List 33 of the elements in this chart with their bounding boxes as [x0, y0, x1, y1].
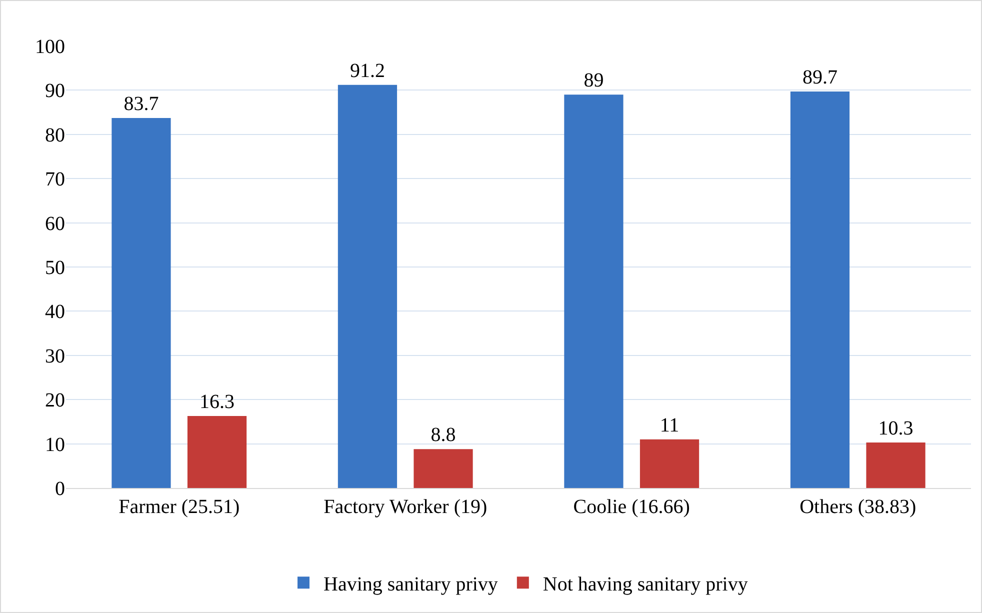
y-tick-label: 80	[45, 124, 65, 146]
x-tick-label: Coolie (16.66)	[573, 496, 690, 518]
bar	[790, 92, 850, 488]
x-tick-label: Others (38.83)	[800, 496, 916, 518]
legend-label: Having sanitary privy	[324, 573, 498, 596]
bar	[564, 94, 624, 488]
bar	[338, 84, 398, 488]
y-tick-label: 90	[45, 80, 65, 102]
data-label: 89.7	[802, 66, 838, 89]
data-label: 8.8	[430, 424, 456, 446]
data-label: 91.2	[350, 60, 385, 82]
x-tick-label: Farmer (25.51)	[118, 496, 240, 518]
bar	[112, 118, 171, 488]
y-tick-label: 10	[45, 434, 65, 456]
legend-label: Not having sanitary privy	[542, 573, 748, 596]
data-label: 16.3	[200, 390, 235, 413]
data-label: 10.3	[878, 417, 914, 440]
bar	[414, 449, 473, 488]
y-tick-label: 40	[45, 301, 65, 324]
bar	[866, 442, 926, 488]
data-label: 83.7	[124, 93, 159, 116]
bar	[640, 439, 700, 488]
x-tick-label: Factory Worker (19)	[324, 496, 488, 518]
y-tick-label: 30	[45, 345, 65, 368]
data-label: 11	[660, 414, 680, 436]
y-tick-label: 0	[55, 478, 65, 500]
y-tick-label: 100	[35, 36, 65, 58]
y-tick-label: 50	[45, 257, 65, 279]
y-tick-label: 20	[45, 390, 65, 412]
data-label: 89	[584, 70, 604, 92]
bar	[187, 416, 247, 488]
y-tick-label: 70	[45, 168, 65, 191]
y-tick-label: 60	[45, 212, 65, 235]
